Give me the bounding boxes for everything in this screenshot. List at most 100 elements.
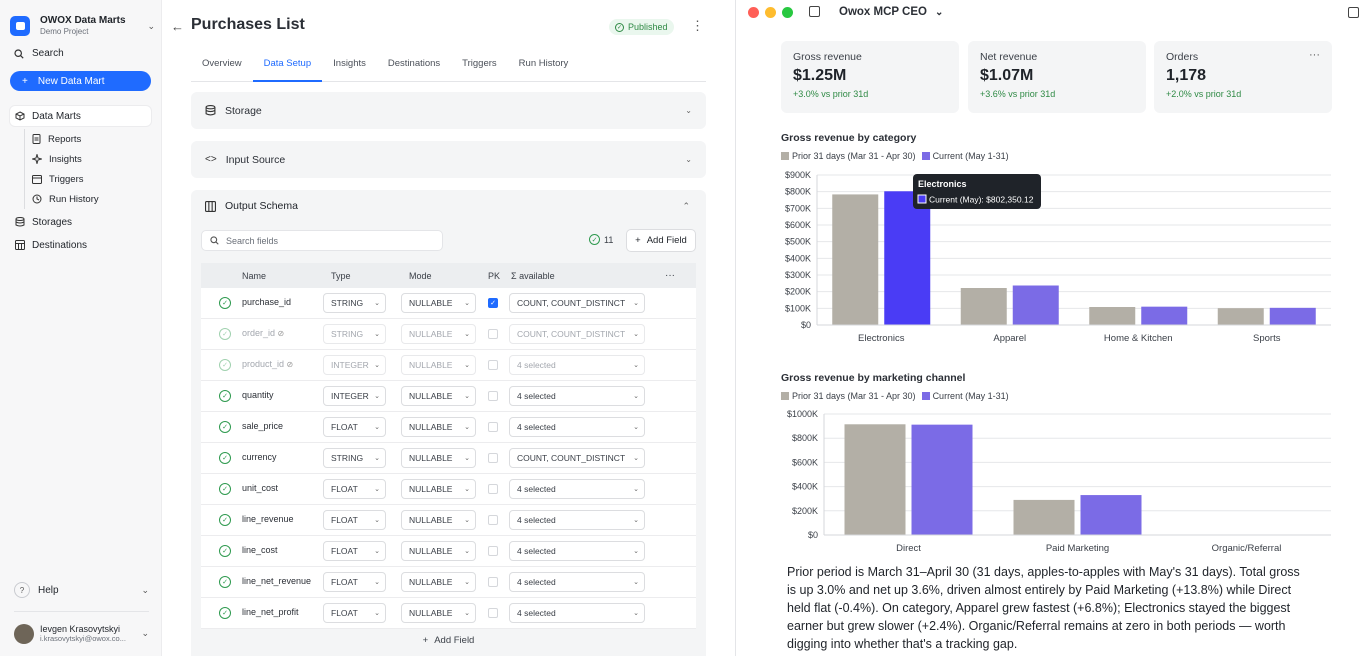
aggregation-select[interactable]: COUNT, COUNT_DISTINCT ⌄ — [509, 324, 645, 344]
sidebar-search[interactable]: Search — [14, 48, 64, 59]
aggregation-select[interactable]: 4 selected ⌄ — [509, 572, 645, 592]
mode-select[interactable]: NULLABLE ⌄ — [401, 572, 476, 592]
kpi-value: 1,178 — [1166, 67, 1207, 84]
tab-data-setup[interactable]: Data Setup — [252, 54, 323, 82]
type-select[interactable]: FLOAT ⌄ — [323, 510, 386, 530]
sidebar-item-triggers[interactable]: Triggers — [25, 169, 151, 189]
aggregation-select[interactable]: 4 selected ⌄ — [509, 355, 645, 375]
conversation-title[interactable]: Owox MCP CEO ⌄ — [839, 6, 943, 18]
more-options-icon[interactable]: ⋮ — [691, 18, 704, 33]
cell-value: NULLABLE — [409, 422, 453, 432]
tab-run-history[interactable]: Run History — [518, 58, 569, 69]
aggregation-select[interactable]: 4 selected ⌄ — [509, 386, 645, 406]
help-menu[interactable]: ? Help ⌄ — [14, 582, 149, 598]
pk-checkbox[interactable]: ✓ — [488, 298, 498, 308]
type-select[interactable]: STRING ⌄ — [323, 293, 386, 313]
type-select[interactable]: FLOAT ⌄ — [323, 603, 386, 623]
search-fields-input[interactable]: Search fields — [201, 230, 443, 251]
mode-select[interactable]: NULLABLE ⌄ — [401, 603, 476, 623]
cell-value: line_revenue — [242, 514, 294, 524]
x-tick-label: Apparel — [993, 333, 1026, 344]
pk-checkbox[interactable] — [488, 453, 498, 463]
new-data-mart-label: New Data Mart — [37, 75, 105, 87]
tab-destinations[interactable]: Destinations — [387, 58, 441, 69]
maximize-window-button[interactable] — [782, 7, 793, 18]
input-source-section[interactable]: <> Input Source ⌄ — [191, 141, 706, 178]
type-select[interactable]: FLOAT ⌄ — [323, 417, 386, 437]
type-select[interactable]: INTEGER ⌄ — [323, 386, 386, 406]
field-name: order_id ⊘ — [242, 328, 284, 338]
type-select[interactable]: FLOAT ⌄ — [323, 479, 386, 499]
legend-swatch — [921, 392, 930, 400]
field-name: line_revenue — [242, 514, 294, 524]
aggregation-select[interactable]: 4 selected ⌄ — [509, 479, 645, 499]
aggregation-select[interactable]: 4 selected ⌄ — [509, 603, 645, 623]
minimize-window-button[interactable] — [765, 7, 776, 18]
y-tick-label: $400K — [785, 253, 811, 263]
more-horizontal-icon[interactable]: ··· — [1309, 49, 1320, 61]
sidebar-item-storages[interactable]: Storages — [10, 212, 151, 232]
pk-checkbox[interactable] — [488, 515, 498, 525]
mode-select[interactable]: NULLABLE ⌄ — [401, 541, 476, 561]
type-select[interactable]: FLOAT ⌄ — [323, 541, 386, 561]
sidebar-toggle-icon[interactable] — [809, 6, 820, 17]
mode-select[interactable]: NULLABLE ⌄ — [401, 386, 476, 406]
x-tick-label: Organic/Referral — [1212, 543, 1282, 554]
sidebar-item-insights[interactable]: Insights — [25, 149, 151, 169]
panel-toggle-icon[interactable] — [1348, 7, 1359, 18]
project-switcher[interactable]: OWOX Data Marts Demo Project ⌄ — [10, 12, 155, 40]
sidebar-item-label: Storages — [32, 216, 73, 228]
pk-checkbox[interactable] — [488, 546, 498, 556]
pk-checkbox[interactable] — [488, 329, 498, 339]
tab-triggers[interactable]: Triggers — [462, 58, 497, 69]
mode-select[interactable]: NULLABLE ⌄ — [401, 417, 476, 437]
sidebar-item-data-marts[interactable]: Data Marts — [10, 106, 151, 126]
mode-select[interactable]: NULLABLE ⌄ — [401, 448, 476, 468]
type-select[interactable]: INTEGER ⌄ — [323, 355, 386, 375]
add-field-button[interactable]: + Add Field — [626, 229, 696, 252]
check-circle-icon: ✓ — [219, 514, 231, 526]
pk-checkbox[interactable] — [488, 577, 498, 587]
aggregation-select[interactable]: COUNT, COUNT_DISTINCT ⌄ — [509, 448, 645, 468]
sidebar-item-reports[interactable]: Reports — [25, 129, 151, 149]
pk-checkbox[interactable] — [488, 422, 498, 432]
pk-checkbox[interactable] — [488, 608, 498, 618]
user-menu[interactable]: Ievgen Krasovytskyi i.krasovytskyi@owox.… — [14, 611, 149, 647]
storage-section[interactable]: Storage ⌄ — [191, 92, 706, 129]
aggregation-select[interactable]: 4 selected ⌄ — [509, 417, 645, 437]
back-arrow-icon[interactable]: ← — [171, 19, 184, 34]
type-select[interactable]: FLOAT ⌄ — [323, 572, 386, 592]
eye-off-icon[interactable]: ⊘ — [277, 329, 285, 338]
sidebar-item-run-history[interactable]: Run History — [25, 189, 151, 209]
pk-checkbox[interactable] — [488, 360, 498, 370]
x-tick-label: Direct — [896, 543, 921, 554]
cell-value: COUNT, COUNT_DISTINCT — [517, 453, 626, 463]
search-placeholder: Search fields — [226, 235, 279, 246]
tab-overview[interactable]: Overview — [202, 58, 242, 69]
output-schema-header[interactable]: Output Schema ⌃ — [205, 200, 690, 212]
pk-checkbox[interactable] — [488, 484, 498, 494]
tab-insights[interactable]: Insights — [333, 58, 366, 69]
aggregation-select[interactable]: 4 selected ⌄ — [509, 510, 645, 530]
eye-off-icon[interactable]: ⊘ — [286, 360, 294, 369]
aggregation-select[interactable]: 4 selected ⌄ — [509, 541, 645, 561]
sidebar-nav: Data Marts Reports Insights Triggers — [10, 106, 151, 255]
add-field-row-button[interactable]: + Add Field — [201, 629, 696, 651]
aggregation-select[interactable]: COUNT, COUNT_DISTINCT ⌄ — [509, 293, 645, 313]
check-circle-icon: ✓ — [219, 545, 231, 557]
mode-select[interactable]: NULLABLE ⌄ — [401, 510, 476, 530]
table-row: ✓ unit_cost FLOAT ⌄ NULLABLE ⌄ 4 selected ⌄ — [201, 474, 696, 505]
mode-select[interactable]: NULLABLE ⌄ — [401, 355, 476, 375]
new-data-mart-button[interactable]: + New Data Mart — [10, 71, 151, 91]
sidebar-item-destinations[interactable]: Destinations — [10, 235, 151, 255]
mode-select[interactable]: NULLABLE ⌄ — [401, 324, 476, 344]
more-horizontal-icon[interactable]: ··· — [665, 270, 675, 281]
close-window-button[interactable] — [748, 7, 759, 18]
pk-checkbox[interactable] — [488, 391, 498, 401]
type-select[interactable]: STRING ⌄ — [323, 448, 386, 468]
tab-bar: Overview Data Setup Insights Destination… — [191, 54, 706, 82]
mode-select[interactable]: NULLABLE ⌄ — [401, 293, 476, 313]
mode-select[interactable]: NULLABLE ⌄ — [401, 479, 476, 499]
legend-label: Current (May 1-31) — [932, 391, 1009, 401]
type-select[interactable]: STRING ⌄ — [323, 324, 386, 344]
